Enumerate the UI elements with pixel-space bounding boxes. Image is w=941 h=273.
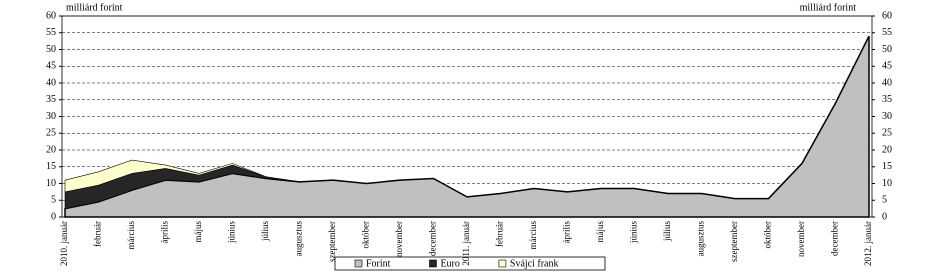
legend-swatch: [498, 259, 507, 268]
x-tick-label: augusztus: [294, 221, 304, 257]
x-tick-label: május: [595, 221, 605, 243]
x-tick-label: április: [562, 221, 572, 244]
y2-tick-label: 15: [882, 161, 892, 172]
y2-tick-label: 20: [882, 144, 892, 155]
y2-tick-label: 45: [882, 61, 892, 72]
x-tick-label: 2011. január: [461, 221, 471, 266]
x-tick-label: november: [394, 221, 404, 257]
y-tick-label: 25: [46, 128, 56, 139]
y-tick-label: 60: [46, 10, 56, 21]
y-tick-label: 10: [46, 178, 56, 189]
legend-box: [334, 256, 606, 271]
x-tick-label: október: [361, 221, 371, 249]
x-tick-label: február: [495, 221, 505, 247]
plot-frame: [61, 15, 873, 218]
x-tick-label: október: [763, 221, 773, 249]
y-axis-label: milliárd forint: [66, 2, 123, 13]
y2-tick-label: 55: [882, 27, 892, 38]
legend-label: Euro: [440, 258, 459, 269]
x-tick-label: 2012. január: [863, 221, 873, 266]
y-tick-label: 45: [46, 61, 56, 72]
x-tick-label: november: [796, 221, 806, 257]
x-tick-label: augusztus: [696, 221, 706, 257]
legend-swatch: [429, 259, 437, 268]
x-tick-label: szeptember: [327, 221, 337, 262]
legend-label: Svájci frank: [510, 258, 559, 269]
y-tick-label: 40: [46, 77, 56, 88]
y-tick-label: 5: [51, 195, 56, 206]
x-tick-label: március: [528, 221, 538, 250]
y2-tick-label: 40: [882, 77, 892, 88]
x-tick-label: június: [629, 221, 639, 245]
y2-tick-label: 10: [882, 178, 892, 189]
y-tick-label: 0: [51, 211, 56, 222]
y-tick-label: 35: [46, 94, 56, 105]
y-tick-label: 20: [46, 144, 56, 155]
y-tick-label: 30: [46, 111, 56, 122]
x-tick-label: július: [662, 221, 672, 243]
y2-tick-label: 30: [882, 111, 892, 122]
area: [64, 35, 870, 199]
x-tick-label: március: [126, 221, 136, 250]
legend-label: Forint: [366, 258, 391, 269]
y2-tick-label: 0: [882, 211, 887, 222]
y-tick-label: 55: [46, 27, 56, 38]
y2-tick-label: 5: [882, 195, 887, 206]
x-tick-label: február: [93, 221, 103, 247]
x-tick-label: április: [160, 221, 170, 244]
y2-tick-label: 50: [882, 44, 892, 55]
y-tick-label: 50: [46, 44, 56, 55]
area: [64, 35, 870, 218]
y2-tick-label: 60: [882, 10, 892, 21]
y2-tick-label: 25: [882, 128, 892, 139]
x-tick-label: december: [830, 221, 840, 256]
y2-axis-label: milliárd forint: [800, 2, 857, 13]
x-tick-label: június: [227, 221, 237, 245]
x-tick-label: július: [260, 221, 270, 243]
x-tick-label: december: [428, 221, 438, 256]
y2-tick-label: 35: [882, 94, 892, 105]
x-tick-label: szeptember: [729, 221, 739, 262]
y-tick-label: 15: [46, 161, 56, 172]
x-tick-label: május: [193, 221, 203, 243]
legend-swatch: [354, 259, 363, 268]
x-tick-label: 2010. január: [59, 221, 69, 266]
